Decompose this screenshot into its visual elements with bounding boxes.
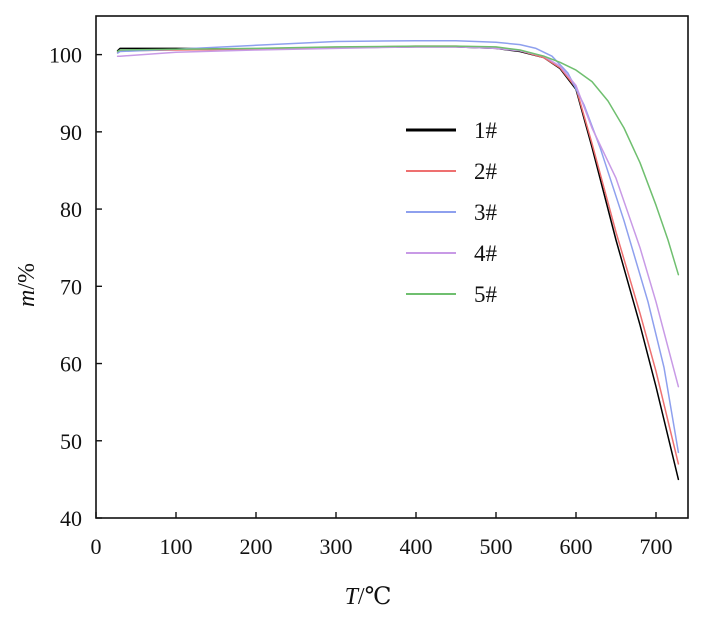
x-tick-label: 0: [91, 534, 102, 559]
x-tick-label: 700: [640, 534, 673, 559]
series-line-2: [116, 45, 680, 465]
series-line-1: [116, 46, 680, 481]
y-tick-label: 40: [60, 506, 82, 531]
series-line-4: [116, 46, 680, 388]
legend-label: 2#: [474, 159, 498, 184]
legend-label: 1#: [474, 118, 498, 143]
x-tick-label: 100: [160, 534, 193, 559]
y-tick-label: 50: [60, 429, 82, 454]
x-axis-label: T/℃: [345, 584, 392, 610]
legend: 1# 2# 3# 4# 5#: [406, 118, 498, 307]
y-tick-label: 70: [60, 274, 82, 299]
y-tick-label: 100: [49, 43, 82, 68]
y-axis-label-var: m: [14, 290, 40, 307]
legend-label: 5#: [474, 282, 498, 307]
legend-label: 4#: [474, 241, 498, 266]
x-tick-label: 200: [240, 534, 273, 559]
y-tick-label: 80: [60, 197, 82, 222]
x-axis-label-unit: /℃: [358, 584, 392, 610]
plot-frame: [95, 15, 689, 519]
series-line-5: [116, 45, 680, 276]
x-tick-label: 600: [560, 534, 593, 559]
x-tick-label: 300: [320, 534, 353, 559]
series-line-3: [116, 39, 680, 454]
y-axis-label-unit: /%: [14, 263, 40, 290]
x-tick-label: 500: [480, 534, 513, 559]
y-tick-label: 60: [60, 352, 82, 377]
x-axis-ticks: 0 100 200 300 400 500 600 700: [91, 512, 673, 559]
legend-label: 3#: [474, 200, 498, 225]
x-axis-label-var: T: [345, 584, 360, 610]
y-tick-label: 90: [60, 120, 82, 145]
y-axis-label: m/%: [14, 263, 40, 307]
x-tick-label: 400: [400, 534, 433, 559]
y-axis-ticks: 40 50 60 70 80 90 100: [49, 43, 102, 531]
series-lines: [116, 39, 680, 481]
